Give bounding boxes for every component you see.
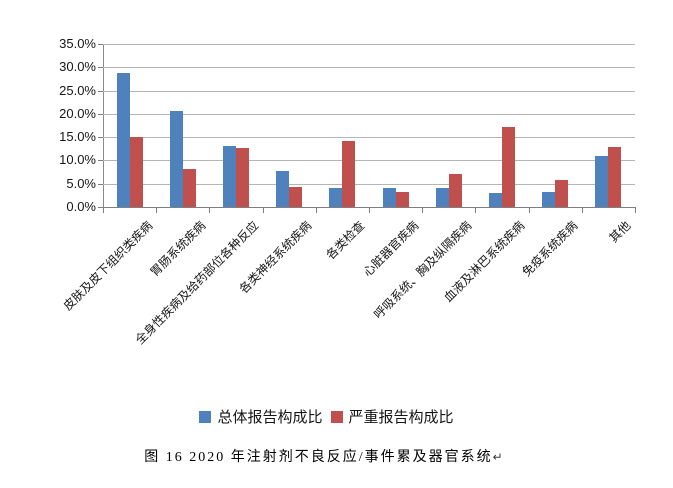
x-axis-label-10: 其他 — [606, 218, 634, 246]
gridline-10 — [103, 160, 635, 162]
overall-bar-9 — [542, 191, 556, 207]
gridline-20 — [103, 113, 635, 115]
x-axis-line — [102, 207, 636, 208]
x-tick — [369, 208, 370, 213]
serious-bar-2 — [182, 168, 196, 207]
y-axis-label-10: 10.0% — [59, 152, 96, 168]
overall-swatch-icon — [199, 410, 212, 423]
overall-bar-4 — [276, 170, 290, 207]
serious-bar-10 — [608, 146, 622, 207]
y-tick — [98, 44, 103, 45]
gridline-15 — [103, 137, 635, 139]
y-axis-line — [103, 44, 104, 207]
y-axis-label-5: 5.0% — [66, 175, 96, 191]
x-tick — [475, 208, 476, 213]
x-tick — [209, 208, 210, 213]
overall-bar-3 — [223, 146, 236, 207]
caption-text: 图 16 2020 年注射剂不良反应/事件累及器官系统 — [144, 450, 493, 465]
legend-label-serious: 严重报告构成比 — [348, 409, 454, 426]
y-tick — [98, 207, 103, 208]
legend-label-overall: 总体报告构成比 — [217, 409, 323, 426]
paragraph-mark: ↵ — [492, 450, 503, 464]
x-tick — [316, 208, 317, 213]
serious-bar-5 — [342, 140, 356, 207]
chart-legend: 总体报告构成比 严重报告构成比 — [0, 406, 663, 427]
y-tick — [98, 160, 103, 162]
y-axis-label-35: 35.0% — [59, 36, 96, 51]
gridline-30 — [103, 67, 635, 69]
x-tick — [582, 208, 583, 213]
overall-bar-7 — [435, 188, 449, 207]
y-tick — [98, 137, 103, 139]
overall-bar-2 — [169, 111, 183, 207]
y-axis-label-15: 15.0% — [59, 129, 96, 145]
x-tick — [529, 208, 530, 213]
x-tick — [103, 208, 104, 213]
legend-item-serious: 严重报告构成比 — [330, 406, 454, 427]
overall-bar-5 — [329, 187, 343, 207]
serious-bar-7 — [448, 174, 462, 207]
serious-swatch-icon — [330, 410, 343, 423]
y-tick — [98, 183, 103, 185]
serious-bar-8 — [502, 127, 515, 207]
y-tick — [98, 113, 103, 115]
overall-bar-1 — [116, 72, 130, 207]
x-axis-label-9: 免疫系统疾病 — [519, 218, 581, 280]
gridline-35 — [103, 44, 635, 45]
overall-bar-10 — [595, 155, 609, 207]
serious-bar-4 — [289, 187, 303, 207]
y-tick — [98, 67, 103, 69]
y-tick — [98, 90, 103, 92]
x-tick — [422, 208, 423, 213]
x-tick — [635, 208, 636, 213]
y-axis-label-30: 30.0% — [59, 59, 96, 75]
x-axis-label-1: 皮肤及皮下组织类疾病 — [60, 218, 155, 314]
y-axis-label-20: 20.0% — [59, 105, 96, 121]
gridline-5 — [103, 183, 635, 185]
x-tick — [156, 208, 157, 213]
y-axis-label-25: 25.0% — [59, 82, 96, 98]
x-axis-label-5: 各类检查 — [323, 218, 368, 263]
legend-item-overall: 总体报告构成比 — [199, 406, 323, 427]
x-tick — [263, 208, 264, 213]
figure-caption: 图 16 2020 年注射剂不良反应/事件累及器官系统↵ — [0, 446, 660, 466]
gridline-25 — [103, 90, 635, 92]
overall-bar-6 — [382, 187, 396, 207]
plot-area — [98, 44, 636, 213]
serious-bar-6 — [395, 191, 409, 207]
serious-bar-1 — [129, 137, 143, 207]
serious-bar-3 — [236, 147, 249, 207]
overall-bar-8 — [489, 192, 502, 207]
serious-bar-9 — [555, 179, 569, 207]
x-axis-label-7: 呼吸系统、胸及纵隔疾病 — [370, 218, 475, 322]
y-axis-label-0: 0.0% — [66, 199, 96, 214]
